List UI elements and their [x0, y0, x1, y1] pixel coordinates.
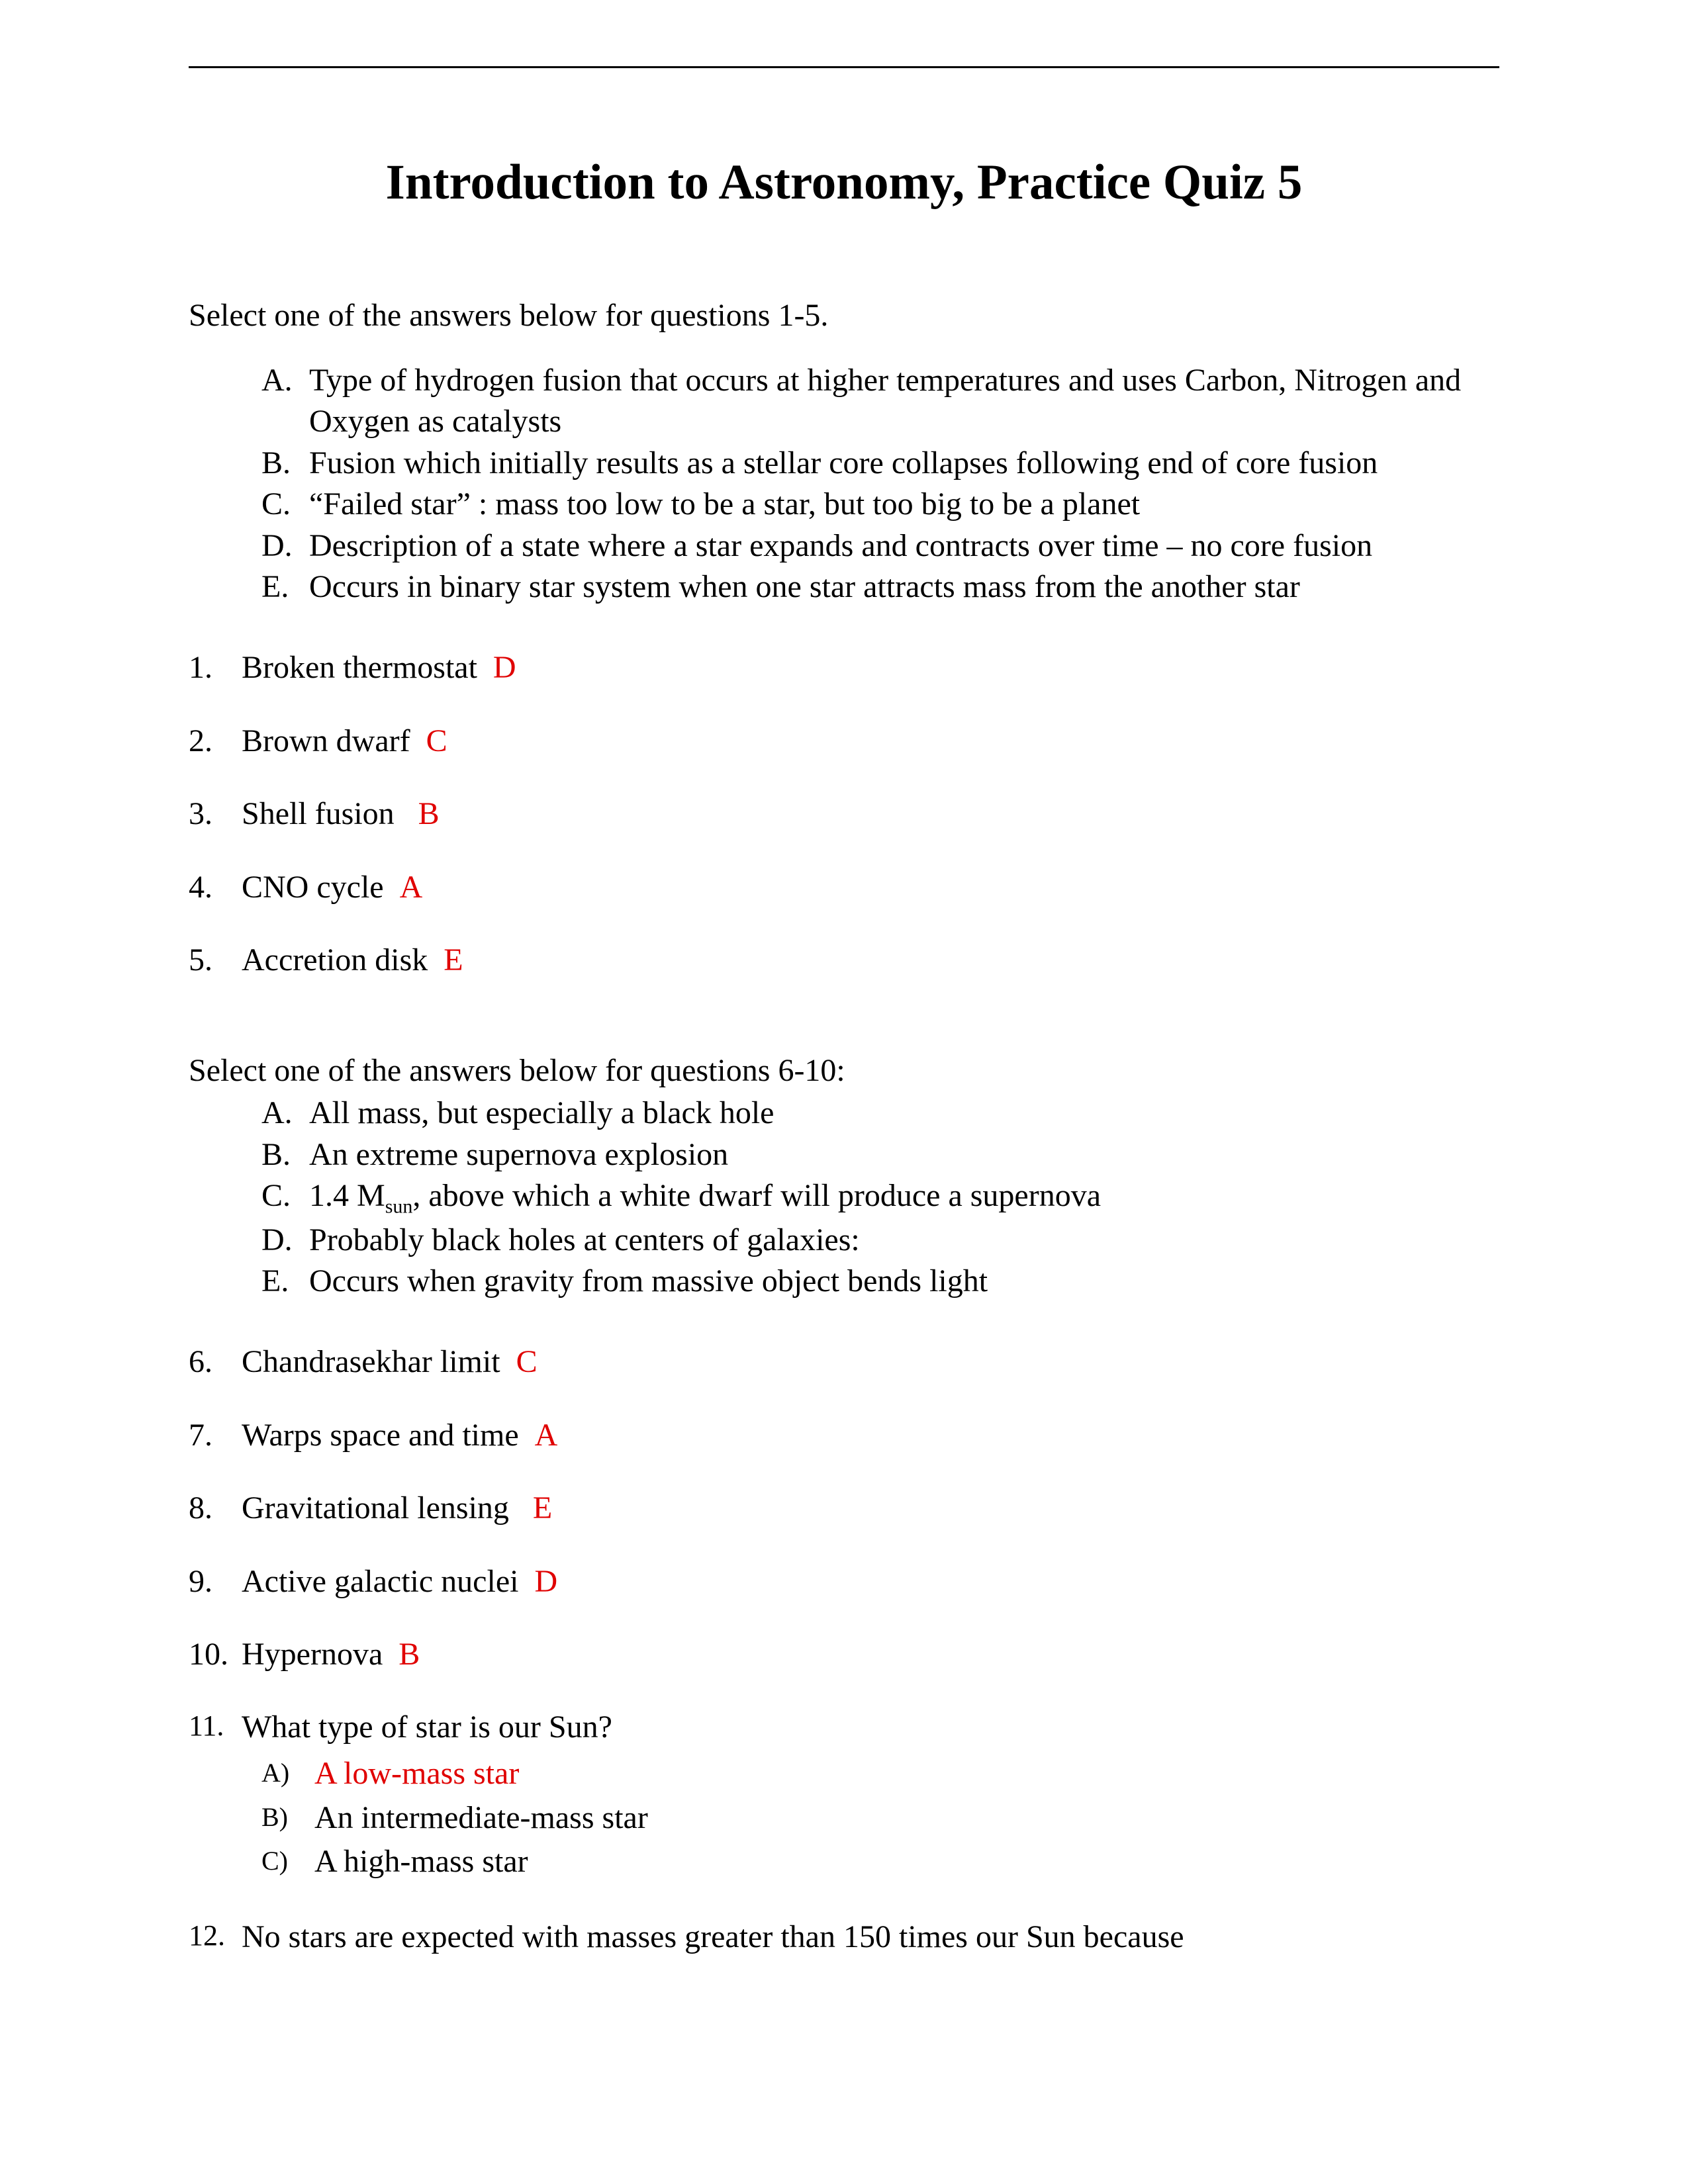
answer-option: D. Description of a state where a star e… [261, 525, 1499, 567]
question-answer: A [400, 870, 423, 905]
question-item: 5. Accretion disk E [189, 940, 1499, 981]
answer-text: Occurs when gravity from massive object … [309, 1261, 988, 1302]
answer-option: A. All mass, but especially a black hole [261, 1093, 1499, 1134]
section1-question-list: 1. Broken thermostat D 2. Brown dwarf C … [189, 647, 1499, 981]
answer-text: All mass, but especially a black hole [309, 1093, 774, 1134]
question-number: 7. [189, 1415, 242, 1456]
answer-text: An extreme supernova explosion [309, 1134, 728, 1175]
question-number: 6. [189, 1342, 242, 1383]
answer-text: 1.4 Msun, above which a white dwarf will… [309, 1175, 1101, 1220]
question-text: Gravitational lensing E [242, 1488, 552, 1529]
answer-text: Probably black holes at centers of galax… [309, 1220, 860, 1261]
answer-letter: B. [261, 1134, 309, 1175]
question-text: What type of star is our Sun? [242, 1707, 612, 1748]
question-number: 3. [189, 794, 242, 835]
question-item: 3. Shell fusion B [189, 794, 1499, 835]
answer-letter: E. [261, 1261, 309, 1302]
question-item: 2. Brown dwarf C [189, 721, 1499, 762]
question-item: 10. Hypernova B [189, 1634, 1499, 1675]
question-number: 1. [189, 647, 242, 688]
mc-option: C) A high-mass star [261, 1841, 1499, 1884]
question-number: 5. [189, 940, 242, 981]
question-text: Hypernova B [242, 1634, 420, 1675]
mc-letter: A) [261, 1752, 314, 1796]
question-item: 12. No stars are expected with masses gr… [189, 1917, 1499, 1958]
question-answer: C [516, 1344, 538, 1379]
answer-letter: C. [261, 1175, 309, 1220]
mc-option: A) A low-mass star [261, 1752, 1499, 1796]
question-text: Brown dwarf C [242, 721, 447, 762]
question-item: 11. What type of star is our Sun? [189, 1707, 1499, 1748]
question-answer: E [533, 1490, 552, 1525]
section2-intro: Select one of the answers below for ques… [189, 1052, 1499, 1089]
question-text: CNO cycle A [242, 867, 422, 908]
mc-letter: B) [261, 1797, 314, 1840]
answer-option: C. “Failed star” : mass too low to be a … [261, 484, 1499, 525]
question-number: 9. [189, 1561, 242, 1602]
question-number: 11. [189, 1707, 242, 1748]
answer-letter: D. [261, 525, 309, 567]
question-text: Chandrasekhar limit C [242, 1342, 538, 1383]
section2-answer-list: A. All mass, but especially a black hole… [261, 1093, 1499, 1302]
question-answer: A [535, 1418, 558, 1453]
answer-option: B. Fusion which initially results as a s… [261, 443, 1499, 484]
question-text: Active galactic nuclei D [242, 1561, 557, 1602]
question-item: 9. Active galactic nuclei D [189, 1561, 1499, 1602]
question-answer: E [444, 942, 463, 978]
question-number: 10. [189, 1634, 242, 1675]
question-answer: D [534, 1564, 557, 1599]
question-text: No stars are expected with masses greate… [242, 1917, 1184, 1958]
question-item: 1. Broken thermostat D [189, 647, 1499, 688]
answer-text: Description of a state where a star expa… [309, 525, 1372, 567]
question-text: Accretion disk E [242, 940, 463, 981]
answer-option: B. An extreme supernova explosion [261, 1134, 1499, 1175]
question-item: 8. Gravitational lensing E [189, 1488, 1499, 1529]
answer-letter: D. [261, 1220, 309, 1261]
question-text: Shell fusion B [242, 794, 440, 835]
question-answer: D [493, 650, 516, 685]
section1-intro: Select one of the answers below for ques… [189, 297, 1499, 334]
question-number: 2. [189, 721, 242, 762]
question-text: Broken thermostat D [242, 647, 516, 688]
question-number: 4. [189, 867, 242, 908]
question-item: 6. Chandrasekhar limit C [189, 1342, 1499, 1383]
answer-letter: C. [261, 484, 309, 525]
mc-text: An intermediate-mass star [314, 1797, 648, 1840]
question-answer: B [399, 1637, 420, 1672]
question-answer: C [426, 723, 447, 758]
question-text: Warps space and time A [242, 1415, 557, 1456]
answer-letter: A. [261, 1093, 309, 1134]
answer-letter: E. [261, 567, 309, 608]
mc-letter: C) [261, 1841, 314, 1884]
answer-text: “Failed star” : mass too low to be a sta… [309, 484, 1140, 525]
answer-text: Type of hydrogen fusion that occurs at h… [309, 360, 1499, 443]
question-item: 4. CNO cycle A [189, 867, 1499, 908]
answer-text: Fusion which initially results as a stel… [309, 443, 1378, 484]
section1-answer-list: A. Type of hydrogen fusion that occurs a… [261, 360, 1499, 608]
page-title: Introduction to Astronomy, Practice Quiz… [189, 154, 1499, 211]
answer-option: C. 1.4 Msun, above which a white dwarf w… [261, 1175, 1499, 1220]
mc-text: A low-mass star [314, 1752, 519, 1796]
answer-letter: A. [261, 360, 309, 443]
answer-option: E. Occurs when gravity from massive obje… [261, 1261, 1499, 1302]
answer-text: Occurs in binary star system when one st… [309, 567, 1300, 608]
answer-option: D. Probably black holes at centers of ga… [261, 1220, 1499, 1261]
mc-option: B) An intermediate-mass star [261, 1797, 1499, 1840]
question-number: 8. [189, 1488, 242, 1529]
question-item: 7. Warps space and time A [189, 1415, 1499, 1456]
answer-option: E. Occurs in binary star system when one… [261, 567, 1499, 608]
q11-options: A) A low-mass star B) An intermediate-ma… [261, 1752, 1499, 1884]
question-number: 12. [189, 1917, 242, 1958]
question-answer: B [418, 796, 440, 831]
section2-question-list: 6. Chandrasekhar limit C 7. Warps space … [189, 1342, 1499, 1675]
mc-text: A high-mass star [314, 1841, 528, 1884]
answer-letter: B. [261, 443, 309, 484]
top-rule [189, 66, 1499, 68]
answer-option: A. Type of hydrogen fusion that occurs a… [261, 360, 1499, 443]
